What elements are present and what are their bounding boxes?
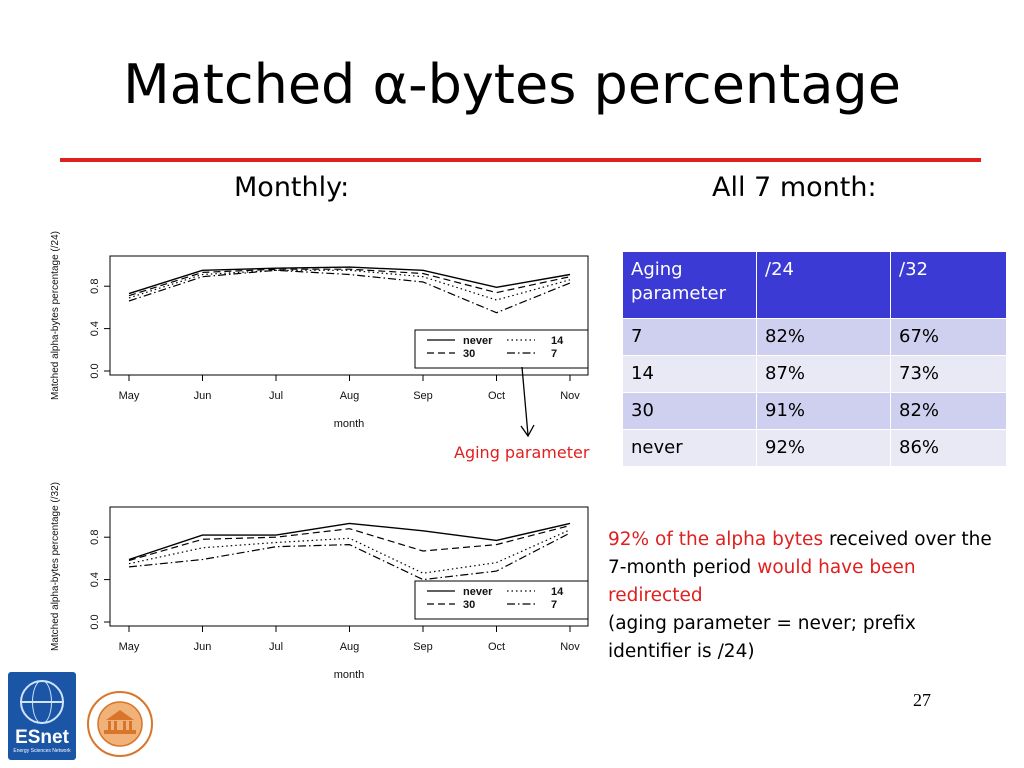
x-tick-label: Nov xyxy=(560,641,580,653)
x-tick-label: Jun xyxy=(194,390,212,402)
page-number: 27 xyxy=(913,690,931,710)
series-line-30 xyxy=(128,268,571,297)
table-cell: 7 xyxy=(622,318,757,356)
y-axis-title: Matched alpha-bytes percentage (/24) xyxy=(50,231,61,400)
x-tick-label: Jul xyxy=(269,641,283,653)
table-row: 14 87% 73% xyxy=(622,355,1007,393)
x-tick-label: Oct xyxy=(488,641,505,653)
series-line-14 xyxy=(128,269,571,301)
table-cell: 87% xyxy=(756,355,891,393)
legend-label: 7 xyxy=(551,599,557,611)
y-tick-label: 0.0 xyxy=(89,363,101,378)
slide-title: Matched α-bytes percentage xyxy=(123,53,901,116)
monthly-chart-32: 0.0 0.4 0.8 May Jun Jul Aug Sep Oct Nov month Match… xyxy=(50,482,589,681)
summary-text-part: received over the 7-month period xyxy=(608,529,992,578)
x-tick-label: Nov xyxy=(560,390,580,402)
x-tick-label: Oct xyxy=(488,390,505,402)
series-line-30 xyxy=(128,524,571,562)
table-row: 7 82% 67% xyxy=(622,318,1007,356)
esnet-logo: ESnet Energy Sciences Network xyxy=(8,672,76,760)
legend-label: 14 xyxy=(551,586,564,598)
y-tick-label: 0.8 xyxy=(89,530,101,545)
y-tick-label: 0.4 xyxy=(89,321,101,336)
y-tick-label: 0.4 xyxy=(89,572,101,587)
table-cell: 14 xyxy=(622,355,757,393)
series-line-14 xyxy=(128,529,571,574)
table-header-cell: /24 xyxy=(756,251,891,319)
y-tick-label: 0.0 xyxy=(89,614,101,629)
x-tick-label: Sep xyxy=(413,390,433,402)
table-row: 30 91% 82% xyxy=(622,392,1007,430)
table-cell: 82% xyxy=(890,392,1007,430)
series-line-7 xyxy=(128,269,571,314)
series-line-never xyxy=(128,266,571,295)
summary-table: Aging parameter /24 /32 7 82% 67% 14 87%… xyxy=(622,251,1007,467)
university-seal-icon xyxy=(87,691,153,757)
legend-label: never xyxy=(463,586,493,598)
legend-label: 30 xyxy=(463,599,475,611)
legend-box xyxy=(414,329,589,369)
table-header-cell: /32 xyxy=(890,251,1007,319)
x-tick-label: Aug xyxy=(340,641,360,653)
table-cell: 73% xyxy=(890,355,1007,393)
table-row: never 92% 86% xyxy=(622,429,1007,467)
legend-label: 7 xyxy=(551,348,557,360)
y-axis-title: Matched alpha-bytes percentage (/32) xyxy=(50,482,61,651)
title-divider xyxy=(60,158,981,162)
table-cell: 30 xyxy=(622,392,757,430)
table-cell: 92% xyxy=(756,429,891,467)
legend-label: never xyxy=(463,335,493,347)
x-tick-label: May xyxy=(119,390,140,402)
monthly-chart-24: 0.0 0.4 0.8 May Jun Jul Aug Sep Oct Nov month Match… xyxy=(50,231,589,430)
table-header-row: Aging parameter /24 /32 xyxy=(622,251,1007,319)
y-tick-label: 0.8 xyxy=(89,279,101,294)
summary-highlight: 92% of the alpha bytes xyxy=(608,529,824,550)
series-line-7 xyxy=(128,532,571,581)
legend-box xyxy=(414,580,589,620)
table-header-cell: Aging parameter xyxy=(622,251,757,319)
legend-label: 30 xyxy=(463,348,475,360)
table-cell: 91% xyxy=(756,392,891,430)
monthly-heading: Monthly: xyxy=(234,172,350,203)
x-axis-title: month xyxy=(334,418,365,430)
x-axis-title: month xyxy=(334,669,365,681)
table-cell: 67% xyxy=(890,318,1007,356)
table-cell: 86% xyxy=(890,429,1007,467)
table-cell: never xyxy=(622,429,757,467)
x-tick-label: May xyxy=(119,641,140,653)
summary-highlight: would have been redirected xyxy=(608,557,916,606)
esnet-logo-text: ESnet xyxy=(15,727,69,748)
annotation-arrow xyxy=(520,366,535,438)
aging-parameter-annotation: Aging parameter xyxy=(454,443,590,462)
x-tick-label: Aug xyxy=(340,390,360,402)
series-line-never xyxy=(128,522,571,561)
globe-icon xyxy=(20,680,64,724)
legend-label: 14 xyxy=(551,335,564,347)
x-tick-label: Jul xyxy=(269,390,283,402)
summary-note: (aging parameter = never; prefix identif… xyxy=(608,613,916,662)
esnet-logo-tagline: Energy Sciences Network xyxy=(13,748,71,754)
summary-text: 92% of the alpha bytes received over the… xyxy=(608,526,998,666)
all-months-heading: All 7 month: xyxy=(712,172,877,203)
x-tick-label: Jun xyxy=(194,641,212,653)
x-tick-label: Sep xyxy=(413,641,433,653)
table-cell: 82% xyxy=(756,318,891,356)
